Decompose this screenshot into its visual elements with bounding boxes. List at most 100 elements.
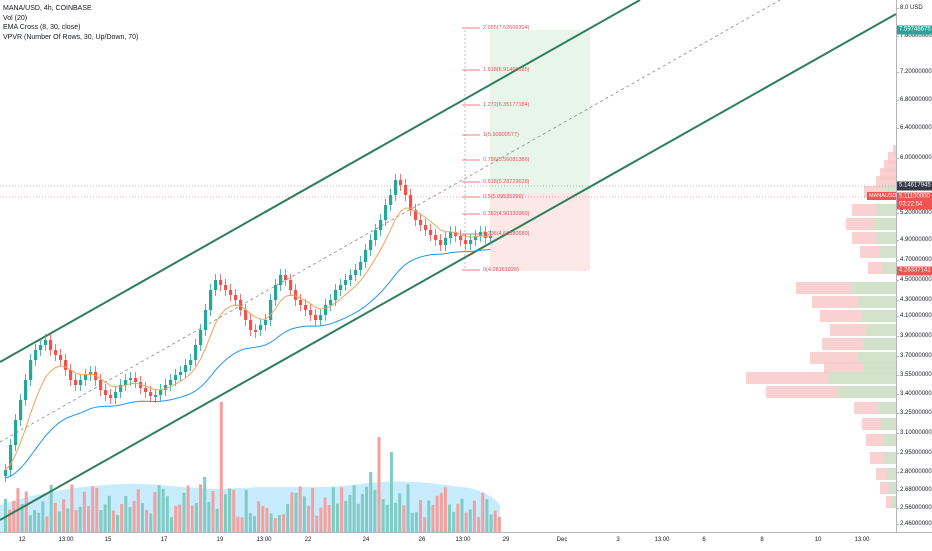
legend-vpvr[interactable]: VPVR (Number Of Rows, 30, Up/Down, 70)	[3, 33, 139, 41]
candle-body	[99, 380, 103, 390]
candle-body	[194, 345, 198, 360]
volume-bar	[365, 486, 369, 532]
volume-bar	[282, 514, 286, 532]
volume-bar	[53, 502, 57, 532]
fib-level-label: 2.055(7.62609304)	[483, 25, 530, 31]
time-tick: 17	[160, 537, 168, 543]
volume-bar	[414, 512, 418, 532]
candle-body	[434, 235, 438, 240]
candle-body	[214, 280, 218, 290]
time-tick: 29	[502, 537, 510, 543]
volume-bar	[394, 502, 398, 532]
candle-body	[339, 285, 343, 290]
volume-bar	[161, 488, 165, 532]
chart-legend: MANA/USD, 4h, COINBASE Vol (20) EMA Cros…	[3, 4, 138, 42]
volume-bar	[360, 494, 364, 532]
volume-bar	[240, 517, 244, 532]
volume-bar	[78, 506, 82, 532]
price-tick: 3.70000000	[896, 353, 932, 359]
channel-upper	[0, 0, 641, 363]
candle-body	[299, 300, 303, 305]
candle-body	[404, 185, 408, 195]
vpvr-bar-up	[879, 246, 896, 258]
candle-body	[459, 236, 463, 240]
volume-bar	[66, 508, 70, 532]
volume-bar	[99, 509, 103, 532]
legend-symbol[interactable]: MANA/USD, 4h, COINBASE	[3, 5, 92, 12]
channel-lower	[0, 13, 896, 521]
volume-bar	[286, 503, 290, 532]
price-tick: 2.95000000	[896, 450, 932, 456]
volume-bar	[194, 503, 198, 532]
price-tick: 6.40000000	[896, 125, 932, 131]
volume-bar	[4, 498, 7, 532]
volume-bar	[340, 487, 344, 532]
volume-bar	[132, 501, 136, 532]
legend-volume[interactable]: Vol (20)	[3, 14, 28, 22]
candle-body	[174, 375, 178, 380]
vpvr-bar-up	[866, 324, 896, 336]
candle-body	[109, 395, 113, 398]
volume-bar	[223, 494, 227, 532]
countdown-label: 03:22:54	[897, 200, 932, 210]
candle-body	[464, 240, 468, 244]
price-tick: 3.90000000	[896, 333, 932, 339]
candle-body	[79, 380, 83, 385]
candle-body	[159, 390, 163, 395]
volume-bar	[37, 512, 41, 532]
volume-bar	[481, 492, 485, 532]
time-tick: 13:00	[58, 537, 74, 543]
volume-bar	[174, 505, 178, 532]
time-tick: 3	[616, 537, 620, 543]
volume-bar	[62, 499, 66, 532]
vpvr-bar-up	[877, 402, 896, 414]
volume-bar	[336, 503, 339, 532]
volume-bar	[70, 484, 74, 532]
candle-body	[414, 210, 418, 220]
price-tick: 8.0 USD	[896, 5, 923, 11]
legend-ema-cross[interactable]: EMA Cross (8, 30, close)	[3, 24, 81, 31]
candle-body	[229, 290, 233, 295]
candle-body	[39, 345, 43, 350]
volume-bar	[116, 514, 120, 532]
price-tick: 4.50000000	[896, 277, 932, 283]
stop-price-label: 4.26337141	[897, 266, 932, 276]
target-price-label: 7.59748675	[897, 25, 932, 35]
candle-body	[44, 340, 48, 345]
vpvr-bar-up	[891, 496, 896, 508]
volume-bar	[468, 509, 472, 532]
vpvr-bar-up	[837, 386, 896, 398]
chart-canvas[interactable]	[0, 0, 896, 532]
price-tick: 4.70000000	[896, 257, 932, 263]
candle-body	[264, 320, 268, 325]
candle-body	[409, 195, 413, 210]
volume-bar	[294, 492, 298, 532]
candle-body	[19, 400, 23, 420]
time-scale[interactable]: 12 13:00 15 17 19 13:00 22 24 26 13:00 29 Dec 3 13:00…	[0, 532, 932, 551]
price-tick: 7.20000000	[896, 69, 932, 75]
volume-bar	[489, 514, 493, 532]
volume-bar	[419, 500, 422, 532]
price-scale[interactable]: 8.0 USD 7.60000000 7.20000000 6.80000000 6.4…	[896, 0, 932, 532]
volume-bar	[460, 498, 464, 532]
volume-bar	[385, 504, 389, 532]
vpvr-bar-up	[884, 452, 896, 464]
candle-body	[134, 378, 138, 382]
volume-bar	[157, 485, 161, 532]
volume-bar	[477, 517, 481, 532]
volume-bar	[95, 487, 99, 532]
fib-level-label: 0.5(5.09535299)	[483, 194, 524, 200]
volume-bar	[373, 489, 377, 532]
volume-bar	[311, 488, 315, 532]
volume-bar	[302, 496, 306, 532]
candle-body	[144, 388, 148, 392]
candle-body	[474, 236, 478, 240]
volume-bar	[431, 504, 435, 532]
candle-body	[74, 380, 78, 385]
volume-bar	[439, 492, 443, 532]
candle-body	[104, 390, 108, 395]
candle-body	[374, 230, 378, 240]
candle-body	[334, 290, 338, 300]
price-tick: 2.80000000	[896, 469, 932, 475]
chart-area[interactable]: MANA/USD, 4h, COINBASE Vol (20) EMA Cros…	[0, 0, 896, 532]
